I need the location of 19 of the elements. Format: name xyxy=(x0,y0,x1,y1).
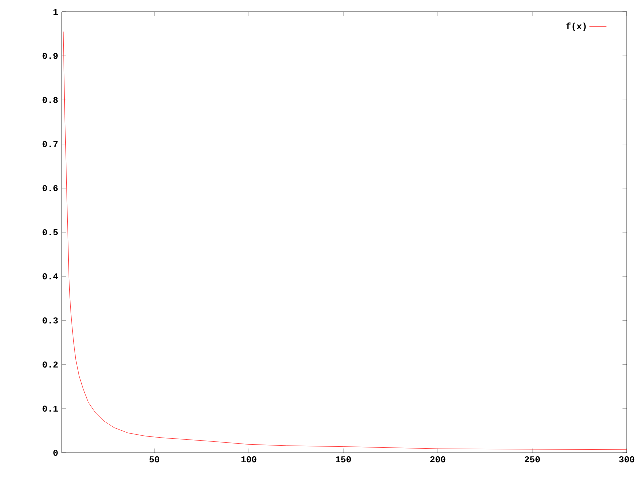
y-tick-label: 0.8 xyxy=(42,97,58,104)
x-tick-label: 250 xyxy=(524,456,540,463)
y-tick-label: 0.1 xyxy=(42,406,58,412)
line-series xyxy=(63,32,628,450)
y-tick-label: 0.6 xyxy=(42,185,58,192)
y-tick-label: 0.3 xyxy=(42,318,58,324)
y-tick-label: 0 xyxy=(54,450,58,456)
y-tick-label: 0.9 xyxy=(42,53,58,60)
y-tick-label: 1 xyxy=(54,9,58,15)
x-tick-label: 300 xyxy=(619,456,635,463)
x-tick-label: 200 xyxy=(430,456,446,463)
y-tick-label: 0.5 xyxy=(42,229,58,236)
x-tick-label: 150 xyxy=(336,456,352,463)
y-tick-label: 0.2 xyxy=(42,362,58,368)
y-tick-label: 0.7 xyxy=(42,141,58,148)
y-tick-label: 0.4 xyxy=(42,274,58,280)
x-tick-label: 100 xyxy=(242,456,257,463)
legend-label: f(x) xyxy=(566,22,586,32)
x-tick-label: 50 xyxy=(150,456,160,463)
